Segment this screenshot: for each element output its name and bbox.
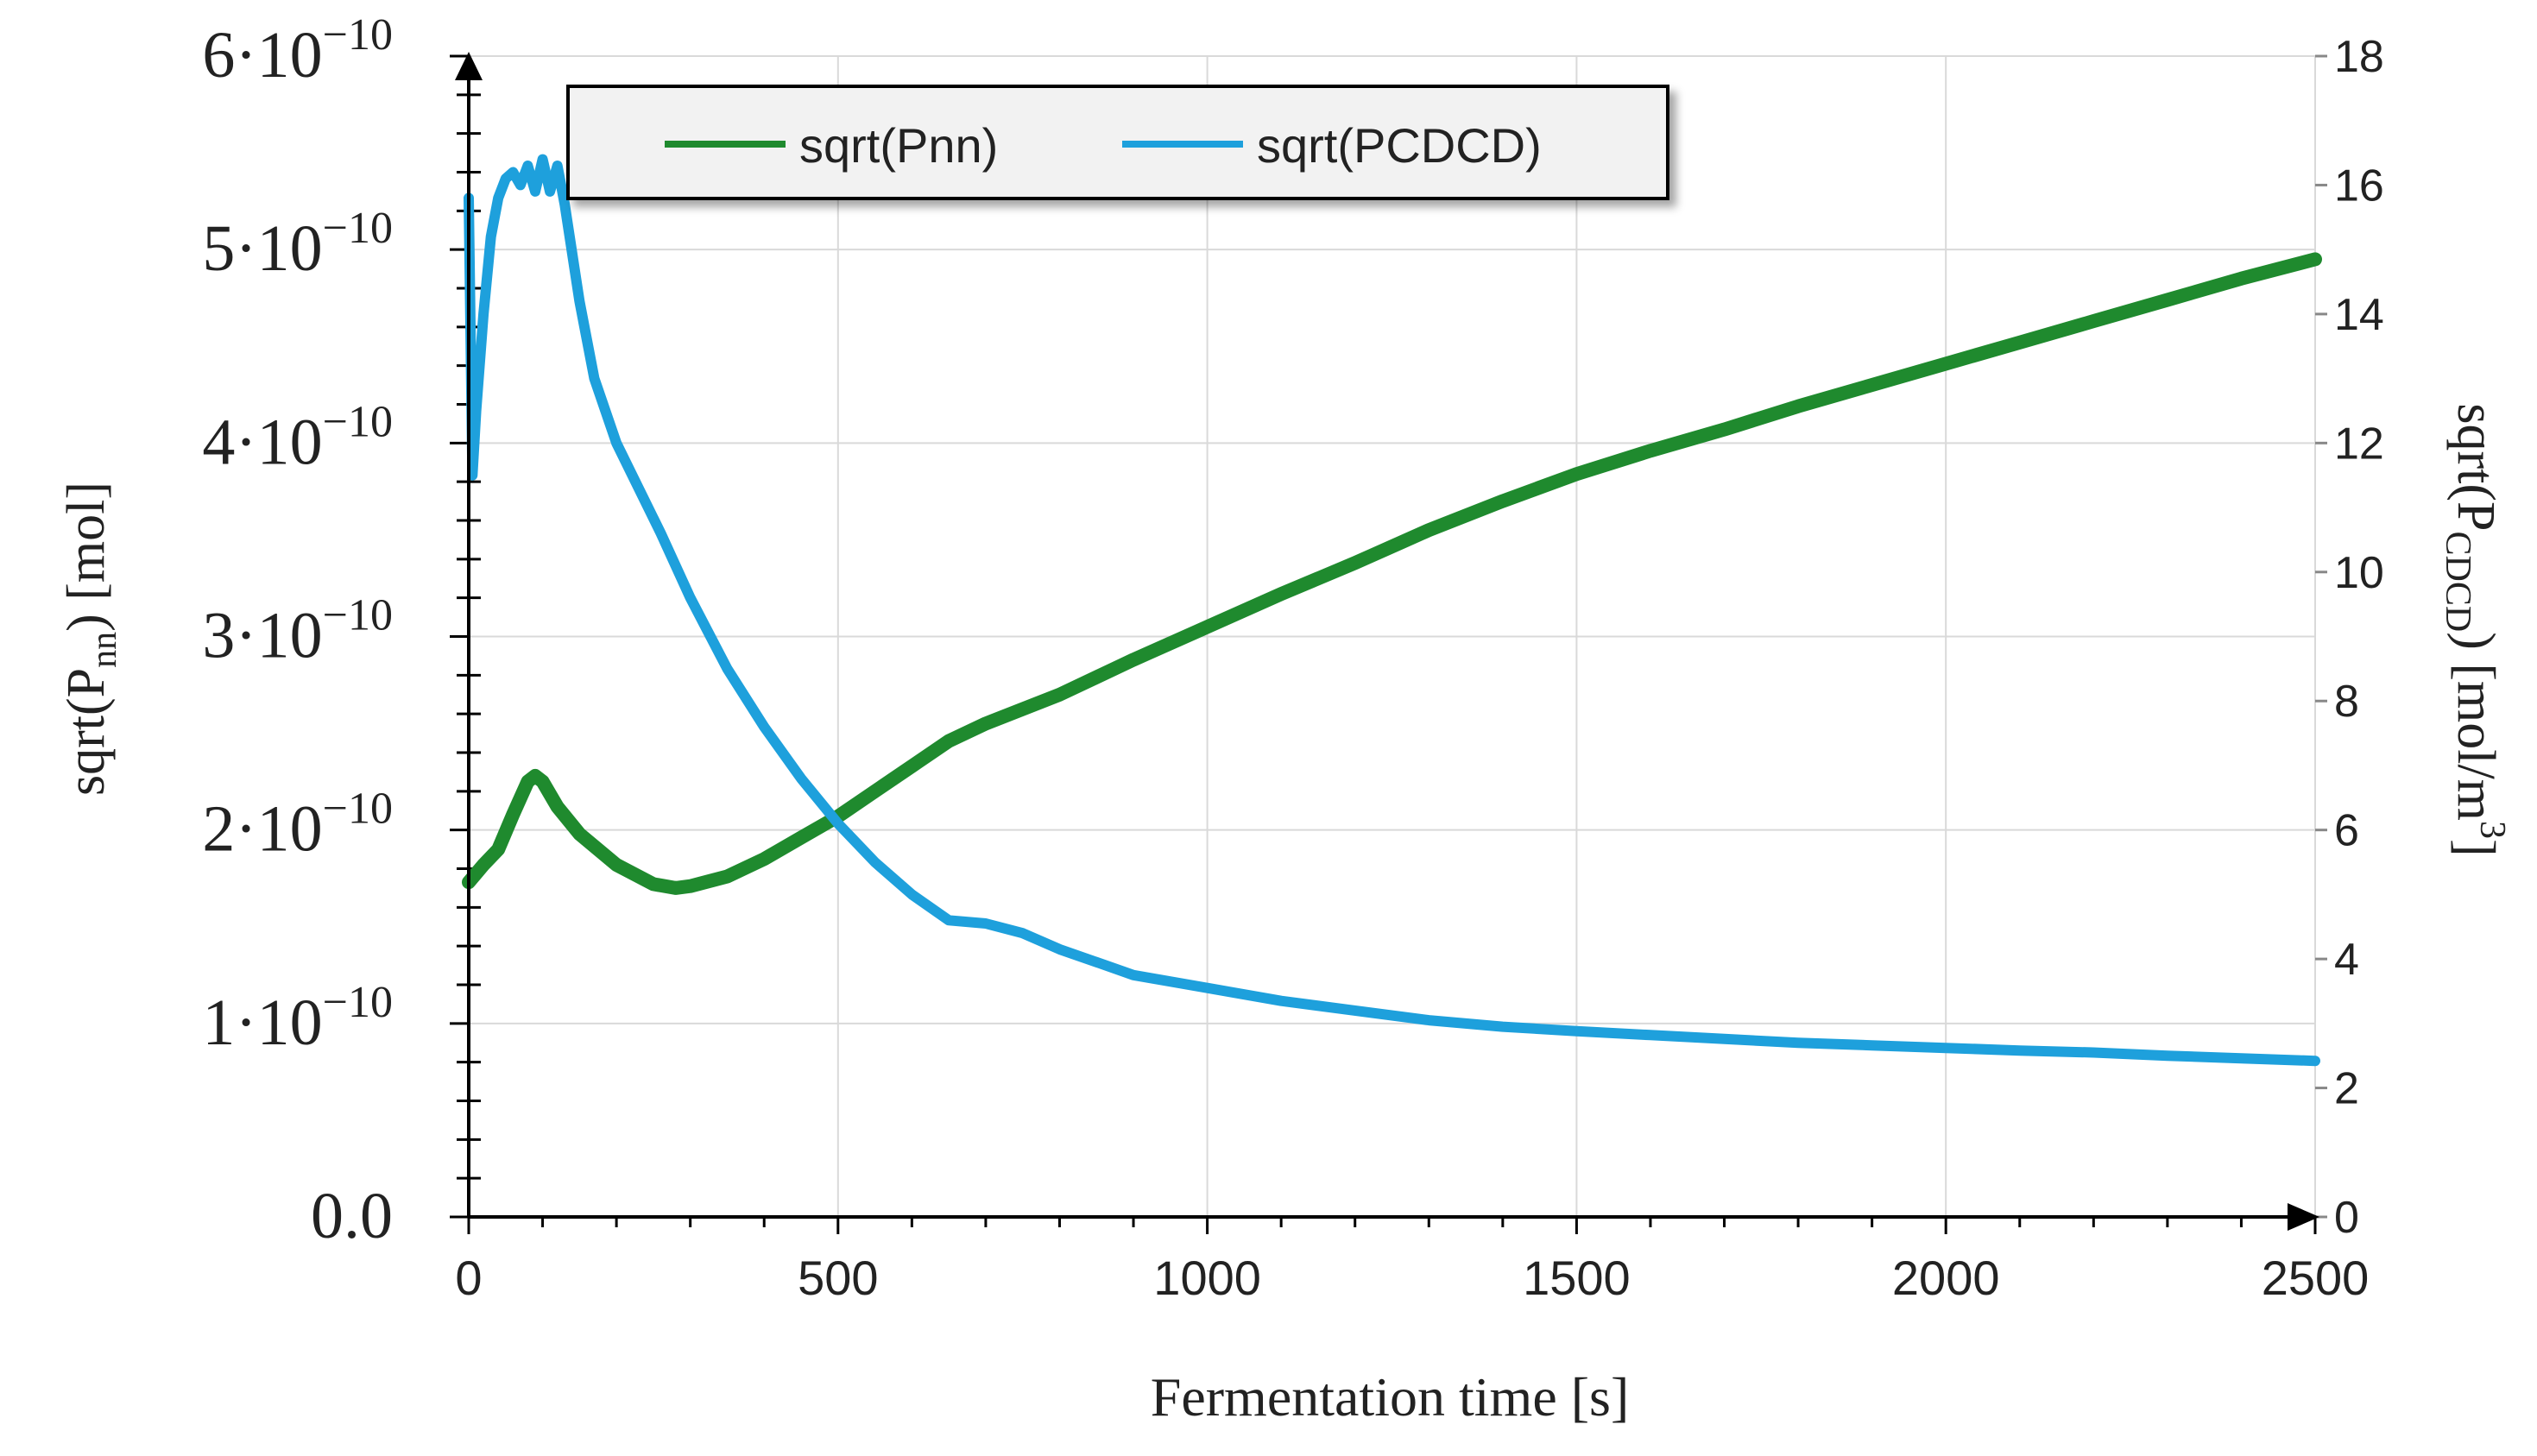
x-tick-label: 2000 bbox=[1892, 1251, 2000, 1305]
y-right-tick-label: 10 bbox=[2334, 548, 2384, 598]
y-right-tick-label: 4 bbox=[2334, 935, 2359, 985]
x-tick-label: 0 bbox=[455, 1251, 482, 1305]
y-left-tick-label: 4·10−10 bbox=[202, 397, 393, 478]
x-tick-label: 1000 bbox=[1153, 1251, 1261, 1305]
y-axis-left-label: sqrt(Pnn) [mol] bbox=[57, 482, 124, 796]
x-axis-label: Fermentation time [s] bbox=[1151, 1366, 1630, 1428]
y-right-tick-label: 2 bbox=[2334, 1064, 2359, 1114]
series-layer bbox=[462, 154, 2322, 1067]
y-right-tick-label: 12 bbox=[2334, 419, 2384, 469]
x-tick-labels: 0 500 1000 1500 2000 2500 bbox=[455, 1251, 2369, 1305]
legend: sqrt(Pnn) sqrt(PCDCD) bbox=[566, 85, 1669, 200]
y-right-tick-label: 16 bbox=[2334, 161, 2384, 211]
y-right-tick-label: 14 bbox=[2334, 290, 2384, 340]
y-right-tick-label: 8 bbox=[2334, 677, 2359, 727]
legend-label-pcdcd: sqrt(PCDCD) bbox=[1257, 118, 1542, 173]
x-tick-label: 500 bbox=[798, 1251, 878, 1305]
x-tick-label: 2500 bbox=[2262, 1251, 2370, 1305]
y-axis-arrow-icon bbox=[455, 52, 483, 80]
y-left-tick-label: 6·10−10 bbox=[202, 10, 393, 91]
y-axis-right-label: sqrt(PCDCD) [mol/m3] bbox=[2438, 403, 2512, 856]
y-right-tick-label: 0 bbox=[2334, 1193, 2359, 1243]
legend-label-pnn: sqrt(Pnn) bbox=[799, 118, 998, 173]
minor-ticks bbox=[450, 54, 2327, 1234]
axes bbox=[455, 52, 2319, 1231]
y-left-tick-label: 5·10−10 bbox=[202, 204, 393, 285]
x-tick-label: 1500 bbox=[1523, 1251, 1631, 1305]
y-left-tick-label: 2·10−10 bbox=[202, 785, 393, 866]
y-left-tick-label: 1·10−10 bbox=[202, 978, 393, 1059]
series-line-pnn bbox=[462, 252, 2322, 895]
series-line-pcdcd bbox=[464, 154, 2320, 1067]
y-right-tick-labels: 0 2 4 6 8 10 12 14 16 18 bbox=[2334, 32, 2384, 1243]
y-right-tick-label: 18 bbox=[2334, 32, 2384, 82]
x-axis-arrow-icon bbox=[2288, 1203, 2319, 1231]
gridlines bbox=[469, 55, 2316, 1217]
y-right-tick-label: 6 bbox=[2334, 806, 2359, 856]
y-left-tick-label: 3·10−10 bbox=[202, 591, 393, 672]
y-left-tick-labels: 0.0 1·10−10 2·10−10 3·10−10 4·10−10 5·10−10 6·… bbox=[202, 10, 393, 1252]
y-left-tick-label: 0.0 bbox=[311, 1180, 393, 1252]
